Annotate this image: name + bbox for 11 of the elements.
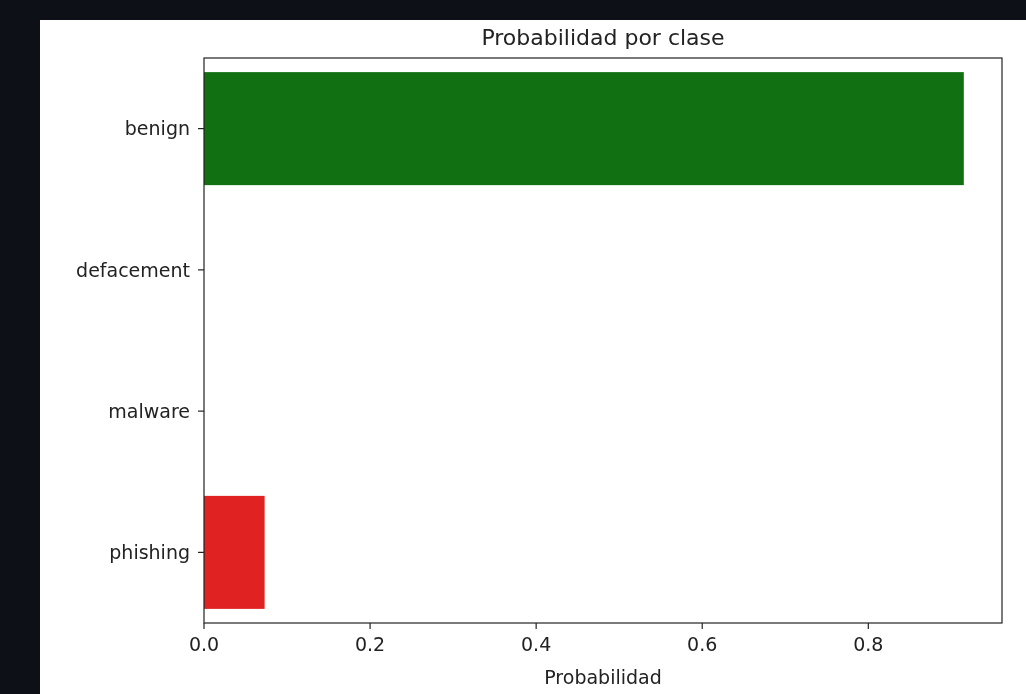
y-tick-label: phishing [109, 541, 190, 564]
x-axis-title: Probabilidad [544, 666, 662, 688]
x-tick-label: 0.6 [687, 633, 718, 655]
x-tick-label: 0.4 [521, 633, 552, 655]
x-tick-label: 0.2 [354, 633, 386, 655]
y-tick-label: benign [124, 117, 190, 140]
x-tick-label: 0.0 [188, 633, 220, 655]
x-tick-label: 0.8 [853, 633, 884, 655]
chart-title: Probabilidad por clase [481, 25, 725, 50]
y-tick-label: malware [108, 399, 190, 422]
y-tick-label: defacement [76, 258, 190, 281]
